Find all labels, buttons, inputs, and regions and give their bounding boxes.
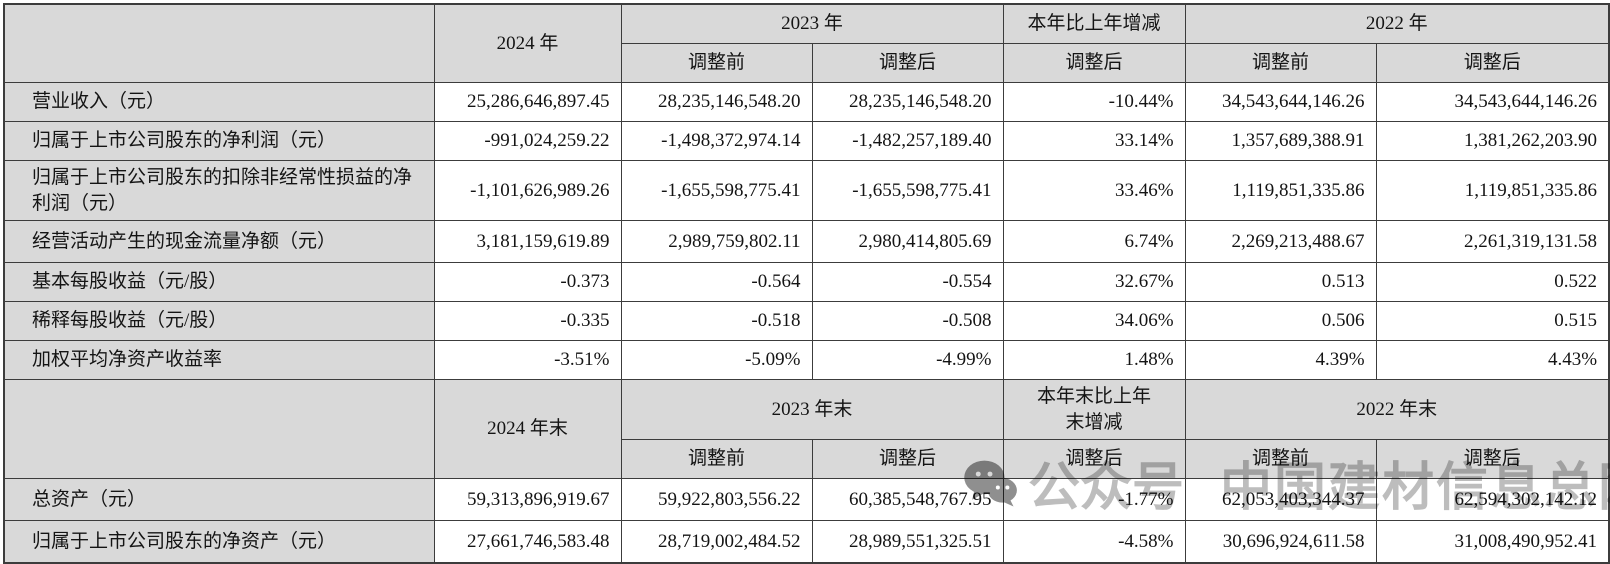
row-label: 归属于上市公司股东的扣除非经常性损益的净利润（元） <box>3 160 435 221</box>
cell-2022-before: 1,357,689,388.91 <box>1184 121 1377 161</box>
row-label: 归属于上市公司股东的净资产（元） <box>3 520 435 564</box>
cell-2022-after: 31,008,490,952.41 <box>1375 520 1610 564</box>
cell-2022-after: 34,543,644,146.26 <box>1375 82 1610 122</box>
cell-2023-after: -0.554 <box>811 262 1004 302</box>
col-header-2022-end: 2022 年末 <box>1184 379 1610 440</box>
cell-change: 33.46% <box>1002 160 1186 221</box>
table-row-diluted-eps: 稀释每股收益（元/股） -0.335 -0.518 -0.508 34.06% … <box>3 301 1610 341</box>
cell-2024: 27,661,746,583.48 <box>433 520 622 564</box>
col-header-2024-end: 2024 年末 <box>433 379 622 479</box>
cell-2022-after: 2,261,319,131.58 <box>1375 220 1610 263</box>
table-row-revenue: 营业收入（元） 25,286,646,897.45 28,235,146,548… <box>3 82 1610 122</box>
cell-change: 34.06% <box>1002 301 1186 341</box>
cell-2023-before: -1,655,598,775.41 <box>620 160 813 221</box>
row-label: 稀释每股收益（元/股） <box>3 301 435 341</box>
cell-2023-after: -0.508 <box>811 301 1004 341</box>
table-row-operating-cash-flow: 经营活动产生的现金流量净额（元） 3,181,159,619.89 2,989,… <box>3 220 1610 263</box>
row-label: 加权平均净资产收益率 <box>3 340 435 380</box>
cell-2022-before: 4.39% <box>1184 340 1377 380</box>
subcol-2023-after: 调整后 <box>811 439 1004 479</box>
cell-2023-after: 2,980,414,805.69 <box>811 220 1004 263</box>
cell-change: -1.77% <box>1002 478 1186 521</box>
table-row-weighted-roe: 加权平均净资产收益率 -3.51% -5.09% -4.99% 1.48% 4.… <box>3 340 1610 380</box>
cell-2023-before: -0.518 <box>620 301 813 341</box>
subcol-change-after: 调整后 <box>1002 43 1186 83</box>
cell-2024: -0.373 <box>433 262 622 302</box>
cell-change: 33.14% <box>1002 121 1186 161</box>
col-header-end-change: 本年末比上年末增减 <box>1002 379 1186 440</box>
subcol-2022-after: 调整后 <box>1375 43 1610 83</box>
cell-2024: -0.335 <box>433 301 622 341</box>
subcol-2022-before: 调整前 <box>1184 439 1377 479</box>
cell-2023-before: 2,989,759,802.11 <box>620 220 813 263</box>
report-page: { "section1": { "headers": { "corner": "… <box>0 3 1610 564</box>
cell-2022-after: 0.522 <box>1375 262 1610 302</box>
cell-2022-before: 34,543,644,146.26 <box>1184 82 1377 122</box>
row-label: 归属于上市公司股东的净利润（元） <box>3 121 435 161</box>
cell-2023-before: 28,719,002,484.52 <box>620 520 813 564</box>
cell-change: -10.44% <box>1002 82 1186 122</box>
cell-2024: -1,101,626,989.26 <box>433 160 622 221</box>
corner-cell <box>3 3 435 83</box>
row-label: 基本每股收益（元/股） <box>3 262 435 302</box>
cell-2022-after: 0.515 <box>1375 301 1610 341</box>
cell-2024: 25,286,646,897.45 <box>433 82 622 122</box>
cell-2024: -3.51% <box>433 340 622 380</box>
table-row-net-profit: 归属于上市公司股东的净利润（元） -991,024,259.22 -1,498,… <box>3 121 1610 161</box>
subcol-change-after: 调整后 <box>1002 439 1186 479</box>
cell-2022-after: 1,381,262,203.90 <box>1375 121 1610 161</box>
subcol-2022-after: 调整后 <box>1375 439 1610 479</box>
subcol-2023-before: 调整前 <box>620 439 813 479</box>
section1-header-subs: 调整前 调整后 调整后 调整前 调整后 <box>4 43 1610 83</box>
col-header-change: 本年比上年增减 <box>1002 3 1186 44</box>
cell-2022-after: 4.43% <box>1375 340 1610 380</box>
col-header-2024: 2024 年 <box>433 3 622 83</box>
key-financials-table: 2024 年 2023 年 本年比上年增减 2022 年 调整前 调整后 调整后… <box>3 3 1610 564</box>
cell-2023-after: 60,385,548,767.95 <box>811 478 1004 521</box>
cell-2022-after: 62,594,302,142.12 <box>1375 478 1610 521</box>
subcol-2023-after: 调整后 <box>811 43 1004 83</box>
cell-2024: -991,024,259.22 <box>433 121 622 161</box>
section1-header-years: 2024 年 2023 年 本年比上年增减 2022 年 <box>3 3 1610 83</box>
table-row-basic-eps: 基本每股收益（元/股） -0.373 -0.564 -0.554 32.67% … <box>3 262 1610 302</box>
cell-2023-before: -0.564 <box>620 262 813 302</box>
cell-change: 32.67% <box>1002 262 1186 302</box>
cell-2023-before: 59,922,803,556.22 <box>620 478 813 521</box>
cell-2022-before: 62,053,403,344.37 <box>1184 478 1377 521</box>
cell-2023-after: -4.99% <box>811 340 1004 380</box>
subcol-2022-before: 调整前 <box>1184 43 1377 83</box>
table-row-deducted-net-profit: 归属于上市公司股东的扣除非经常性损益的净利润（元） -1,101,626,989… <box>3 160 1610 221</box>
cell-change: 6.74% <box>1002 220 1186 263</box>
cell-2022-before: 0.506 <box>1184 301 1377 341</box>
cell-2024: 59,313,896,919.67 <box>433 478 622 521</box>
cell-2022-before: 0.513 <box>1184 262 1377 302</box>
table-row-total-assets: 总资产（元） 59,313,896,919.67 59,922,803,556.… <box>3 478 1610 521</box>
row-label: 总资产（元） <box>3 478 435 521</box>
cell-change: -4.58% <box>1002 520 1186 564</box>
row-label: 营业收入（元） <box>3 82 435 122</box>
cell-2023-after: -1,482,257,189.40 <box>811 121 1004 161</box>
cell-2024: 3,181,159,619.89 <box>433 220 622 263</box>
cell-change: 1.48% <box>1002 340 1186 380</box>
col-header-2023: 2023 年 <box>620 3 1004 44</box>
cell-2023-after: 28,235,146,548.20 <box>811 82 1004 122</box>
corner-cell <box>3 379 435 479</box>
cell-2023-after: -1,655,598,775.41 <box>811 160 1004 221</box>
section2-header-years: 2024 年末 2023 年末 本年末比上年末增减 2022 年末 <box>3 379 1610 479</box>
col-header-2023-end: 2023 年末 <box>620 379 1004 440</box>
table-row-net-assets: 归属于上市公司股东的净资产（元） 27,661,746,583.48 28,71… <box>3 520 1610 564</box>
cell-2022-after: 1,119,851,335.86 <box>1375 160 1610 221</box>
cell-2023-before: 28,235,146,548.20 <box>620 82 813 122</box>
cell-2022-before: 30,696,924,611.58 <box>1184 520 1377 564</box>
cell-2022-before: 2,269,213,488.67 <box>1184 220 1377 263</box>
row-label: 经营活动产生的现金流量净额（元） <box>3 220 435 263</box>
subcol-2023-before: 调整前 <box>620 43 813 83</box>
cell-2023-before: -5.09% <box>620 340 813 380</box>
cell-2023-before: -1,498,372,974.14 <box>620 121 813 161</box>
col-header-2022: 2022 年 <box>1184 3 1610 44</box>
cell-2022-before: 1,119,851,335.86 <box>1184 160 1377 221</box>
section2-header-subs: 调整前 调整后 调整后 调整前 调整后 <box>4 439 1610 479</box>
cell-2023-after: 28,989,551,325.51 <box>811 520 1004 564</box>
